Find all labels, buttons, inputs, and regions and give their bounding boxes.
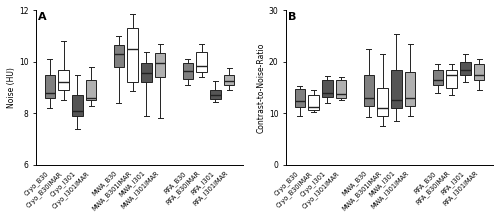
PathPatch shape bbox=[155, 53, 166, 77]
PathPatch shape bbox=[224, 75, 234, 85]
PathPatch shape bbox=[460, 62, 470, 75]
PathPatch shape bbox=[405, 72, 415, 106]
Y-axis label: Contrast-to-Noise-Ratio: Contrast-to-Noise-Ratio bbox=[257, 42, 266, 133]
PathPatch shape bbox=[58, 70, 69, 90]
PathPatch shape bbox=[210, 90, 220, 99]
PathPatch shape bbox=[336, 80, 346, 98]
PathPatch shape bbox=[72, 95, 83, 116]
PathPatch shape bbox=[322, 80, 332, 97]
PathPatch shape bbox=[378, 88, 388, 116]
PathPatch shape bbox=[446, 70, 457, 88]
PathPatch shape bbox=[196, 52, 207, 72]
PathPatch shape bbox=[364, 75, 374, 106]
Y-axis label: Noise (HU): Noise (HU) bbox=[7, 67, 16, 108]
PathPatch shape bbox=[44, 75, 55, 98]
PathPatch shape bbox=[114, 45, 124, 67]
Text: A: A bbox=[38, 12, 46, 22]
PathPatch shape bbox=[86, 80, 97, 101]
PathPatch shape bbox=[294, 89, 305, 107]
PathPatch shape bbox=[432, 70, 443, 85]
PathPatch shape bbox=[392, 70, 402, 108]
PathPatch shape bbox=[474, 64, 484, 80]
PathPatch shape bbox=[308, 95, 319, 110]
Text: B: B bbox=[288, 12, 296, 22]
PathPatch shape bbox=[141, 63, 152, 83]
PathPatch shape bbox=[182, 63, 193, 79]
PathPatch shape bbox=[128, 28, 138, 83]
